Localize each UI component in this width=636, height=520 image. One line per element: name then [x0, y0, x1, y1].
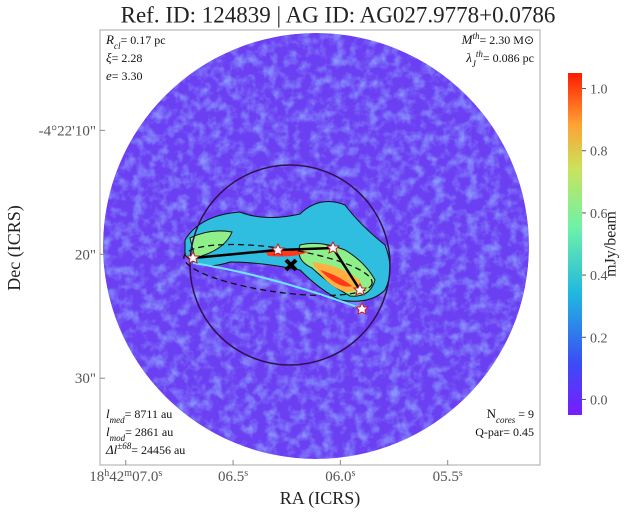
- colorbar-tick-label: 0.8: [590, 145, 608, 160]
- x-tick-label: 05.5s: [433, 468, 463, 486]
- chart-title: Ref. ID: 124839 | AG ID: AG027.9778+0.07…: [121, 2, 556, 27]
- y-tick-label: -4°22'10": [39, 123, 96, 139]
- annotation-text: = 2.28: [112, 51, 143, 65]
- annotation-sym: l: [106, 406, 110, 421]
- x-axis-label: RA (ICRS): [280, 488, 361, 509]
- annotation-text: = 3.30: [112, 69, 143, 83]
- annotation: Ncores = 9: [487, 406, 534, 425]
- x-tick-label: 06.0s: [325, 468, 355, 486]
- colorbar-tick-label: 1.0: [590, 83, 608, 98]
- annotation: ξ= 2.28: [106, 50, 142, 65]
- annotation-text: Q-par= 0.45: [475, 425, 534, 439]
- annotation-sym: e: [106, 68, 112, 83]
- annotation-sup: th: [472, 31, 480, 41]
- annotation-sym: M: [461, 32, 474, 47]
- annotation: Mth= 2.30 M⊙: [461, 31, 534, 47]
- annotation: λJth= 0.086 pc: [465, 49, 534, 69]
- x-tick-label: 06.5s: [218, 468, 248, 486]
- annotation-sym: Δl: [105, 442, 118, 457]
- annotation-sym: λ: [465, 50, 472, 65]
- core-markers: [185, 240, 370, 315]
- annotation-sub: med: [110, 415, 125, 425]
- annotation-text: = 8711 au: [125, 407, 173, 421]
- mst-line: [192, 246, 362, 291]
- colorbar: [568, 73, 582, 415]
- annotation-text: = 2861 au: [125, 425, 173, 439]
- annotation-sub: J: [472, 59, 477, 69]
- annotation-sym: R: [105, 32, 114, 47]
- annotation: Q-par= 0.45: [475, 425, 534, 439]
- ellipse-axis: [192, 262, 361, 309]
- colorbar-label: mJy/beam: [603, 211, 620, 277]
- annotation-text: = 2.30 M⊙: [480, 33, 535, 47]
- annotation-sym: l: [106, 424, 110, 439]
- annotation: lmed= 8711 au: [106, 406, 172, 425]
- annotation: Δl±68= 24456 au: [105, 441, 185, 457]
- annotation: Rcl= 0.17 pc: [105, 32, 166, 51]
- annotation-sup: ±68: [117, 441, 131, 451]
- colorbar-tick-label: 0.4: [590, 269, 608, 284]
- annotation-sub: cores: [496, 415, 516, 425]
- aperture-circle: [189, 164, 391, 366]
- annotation-text: = 0.086 pc: [483, 51, 534, 65]
- centroid-marker: [284, 258, 298, 272]
- y-tick-label: 20": [75, 247, 96, 263]
- y-tick-label: 30": [75, 371, 96, 387]
- annotation-text: = 0.17 pc: [120, 33, 165, 47]
- annotation-sub: mod: [110, 433, 126, 443]
- y-axis-label: Dec (ICRS): [4, 205, 25, 290]
- x-tick-label: 18h42m07.0s: [89, 468, 162, 486]
- annotation-sub: cl: [114, 41, 121, 51]
- annotation-sym: ξ: [106, 50, 112, 65]
- annotation: lmod= 2861 au: [106, 424, 173, 443]
- annotation-sup: th: [476, 49, 484, 59]
- intensity-map: [103, 33, 529, 459]
- annotation-text: = 9: [515, 407, 534, 421]
- annotation-text: = 24456 au: [131, 443, 185, 457]
- colorbar-tick-label: 0.6: [590, 207, 608, 222]
- colorbar-tick-label: 0.0: [590, 393, 608, 408]
- colorbar-tick-label: 0.2: [590, 331, 608, 346]
- annotation: e= 3.30: [106, 68, 143, 83]
- annotation-plain: N: [487, 406, 497, 421]
